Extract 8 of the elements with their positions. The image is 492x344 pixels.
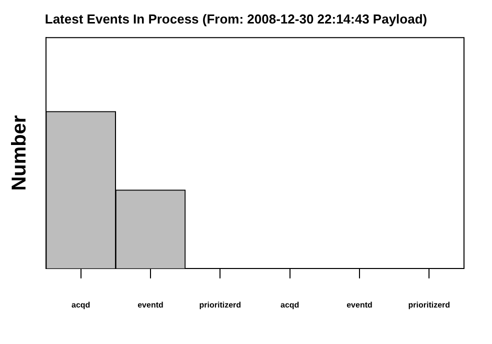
x-tick-label: eventd <box>138 300 164 310</box>
x-tick-label: eventd <box>346 300 372 310</box>
x-tick-label: prioritizerd <box>408 300 450 310</box>
chart-title: Latest Events In Process (From: 2008-12-30 22:14:43 Payload) <box>44 11 428 26</box>
y-axis-title: Number <box>8 115 31 191</box>
x-tick-label: acqd <box>71 300 90 310</box>
x-tick-label: acqd <box>280 300 300 310</box>
x-tick-label: prioritizerd <box>199 300 242 310</box>
